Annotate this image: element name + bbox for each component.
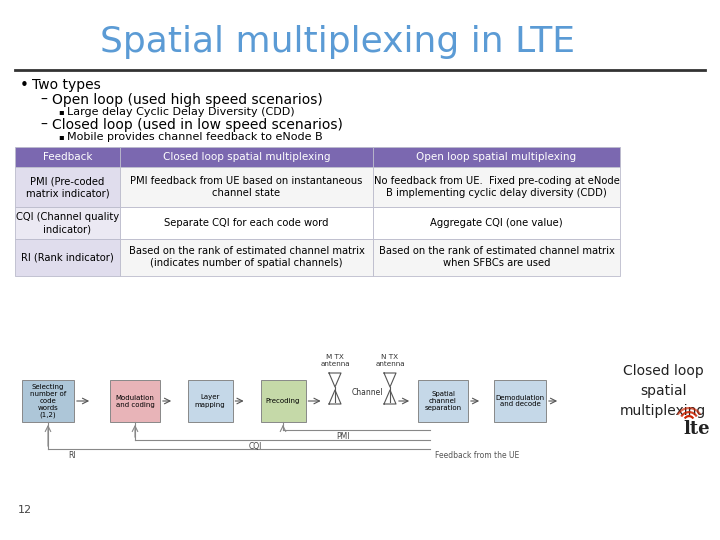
Text: Feedback from the UE: Feedback from the UE <box>435 451 519 460</box>
Text: Closed loop
spatial
multiplexing: Closed loop spatial multiplexing <box>620 364 706 417</box>
Bar <box>22 380 74 422</box>
Text: N TX
antenna: N TX antenna <box>375 354 405 367</box>
Text: ▪: ▪ <box>58 107 63 116</box>
Text: Precoding: Precoding <box>266 398 300 404</box>
Text: Modulation
and coding: Modulation and coding <box>116 395 154 408</box>
Text: Demodulation
and decode: Demodulation and decode <box>495 395 544 408</box>
Text: PMI: PMI <box>336 432 350 441</box>
Bar <box>120 207 373 239</box>
Bar <box>373 147 620 167</box>
Text: ▪: ▪ <box>58 132 63 141</box>
Bar <box>494 380 546 422</box>
Bar <box>15 167 120 207</box>
Bar <box>373 239 620 276</box>
Bar <box>373 207 620 239</box>
Wedge shape <box>680 411 698 417</box>
Bar <box>15 239 120 276</box>
Text: Open loop (used high speed scenarios): Open loop (used high speed scenarios) <box>52 93 323 107</box>
Text: Closed loop spatial multiplexing: Closed loop spatial multiplexing <box>163 152 330 162</box>
Text: RI (Rank indicator): RI (Rank indicator) <box>21 253 114 262</box>
Text: Layer
mapping: Layer mapping <box>194 395 225 408</box>
Text: Spatial multiplexing in LTE: Spatial multiplexing in LTE <box>100 25 575 59</box>
Text: Based on the rank of estimated channel matrix
when SFBCs are used: Based on the rank of estimated channel m… <box>379 246 614 268</box>
Text: M TX
antenna: M TX antenna <box>320 354 350 367</box>
Text: CQI (Channel quality
indicator): CQI (Channel quality indicator) <box>16 212 119 234</box>
Text: Selecting
number of
code
words
(1,2): Selecting number of code words (1,2) <box>30 384 66 418</box>
Text: lte: lte <box>684 420 711 438</box>
Wedge shape <box>677 407 701 415</box>
Text: Closed loop (used in low speed scenarios): Closed loop (used in low speed scenarios… <box>52 118 343 132</box>
Text: Based on the rank of estimated channel matrix
(indicates number of spatial chann: Based on the rank of estimated channel m… <box>129 246 364 268</box>
Text: CQI: CQI <box>248 442 261 451</box>
Bar <box>261 380 305 422</box>
Text: –: – <box>40 93 47 107</box>
Bar <box>110 380 160 422</box>
Text: PMI (Pre-coded
matrix indicator): PMI (Pre-coded matrix indicator) <box>26 176 109 198</box>
Bar <box>120 239 373 276</box>
Bar <box>373 167 620 207</box>
Text: PMI feedback from UE based on instantaneous
channel state: PMI feedback from UE based on instantane… <box>130 176 363 198</box>
Text: Large delay Cyclic Delay Diversity (CDD): Large delay Cyclic Delay Diversity (CDD) <box>67 107 294 117</box>
Bar <box>15 147 120 167</box>
Text: Aggregate CQI (one value): Aggregate CQI (one value) <box>430 218 563 228</box>
Text: 12: 12 <box>18 505 32 515</box>
Text: Mobile provides channel feedback to eNode B: Mobile provides channel feedback to eNod… <box>67 132 323 142</box>
Text: Separate CQI for each code word: Separate CQI for each code word <box>164 218 329 228</box>
Text: No feedback from UE.  Fixed pre-coding at eNode
B implementing cyclic delay dive: No feedback from UE. Fixed pre-coding at… <box>374 176 619 198</box>
Bar <box>120 167 373 207</box>
Wedge shape <box>684 415 694 419</box>
Bar <box>187 380 233 422</box>
Text: –: – <box>40 118 47 132</box>
Bar <box>418 380 468 422</box>
Text: Feedback: Feedback <box>42 152 92 162</box>
Text: RI: RI <box>68 451 76 460</box>
Text: Channel: Channel <box>351 388 383 397</box>
Bar <box>15 207 120 239</box>
Text: •: • <box>20 78 29 93</box>
Text: Spatial
channel
separation: Spatial channel separation <box>424 391 462 411</box>
Text: Open loop spatial multiplexing: Open loop spatial multiplexing <box>416 152 577 162</box>
Text: Two types: Two types <box>32 78 101 92</box>
Bar <box>120 147 373 167</box>
